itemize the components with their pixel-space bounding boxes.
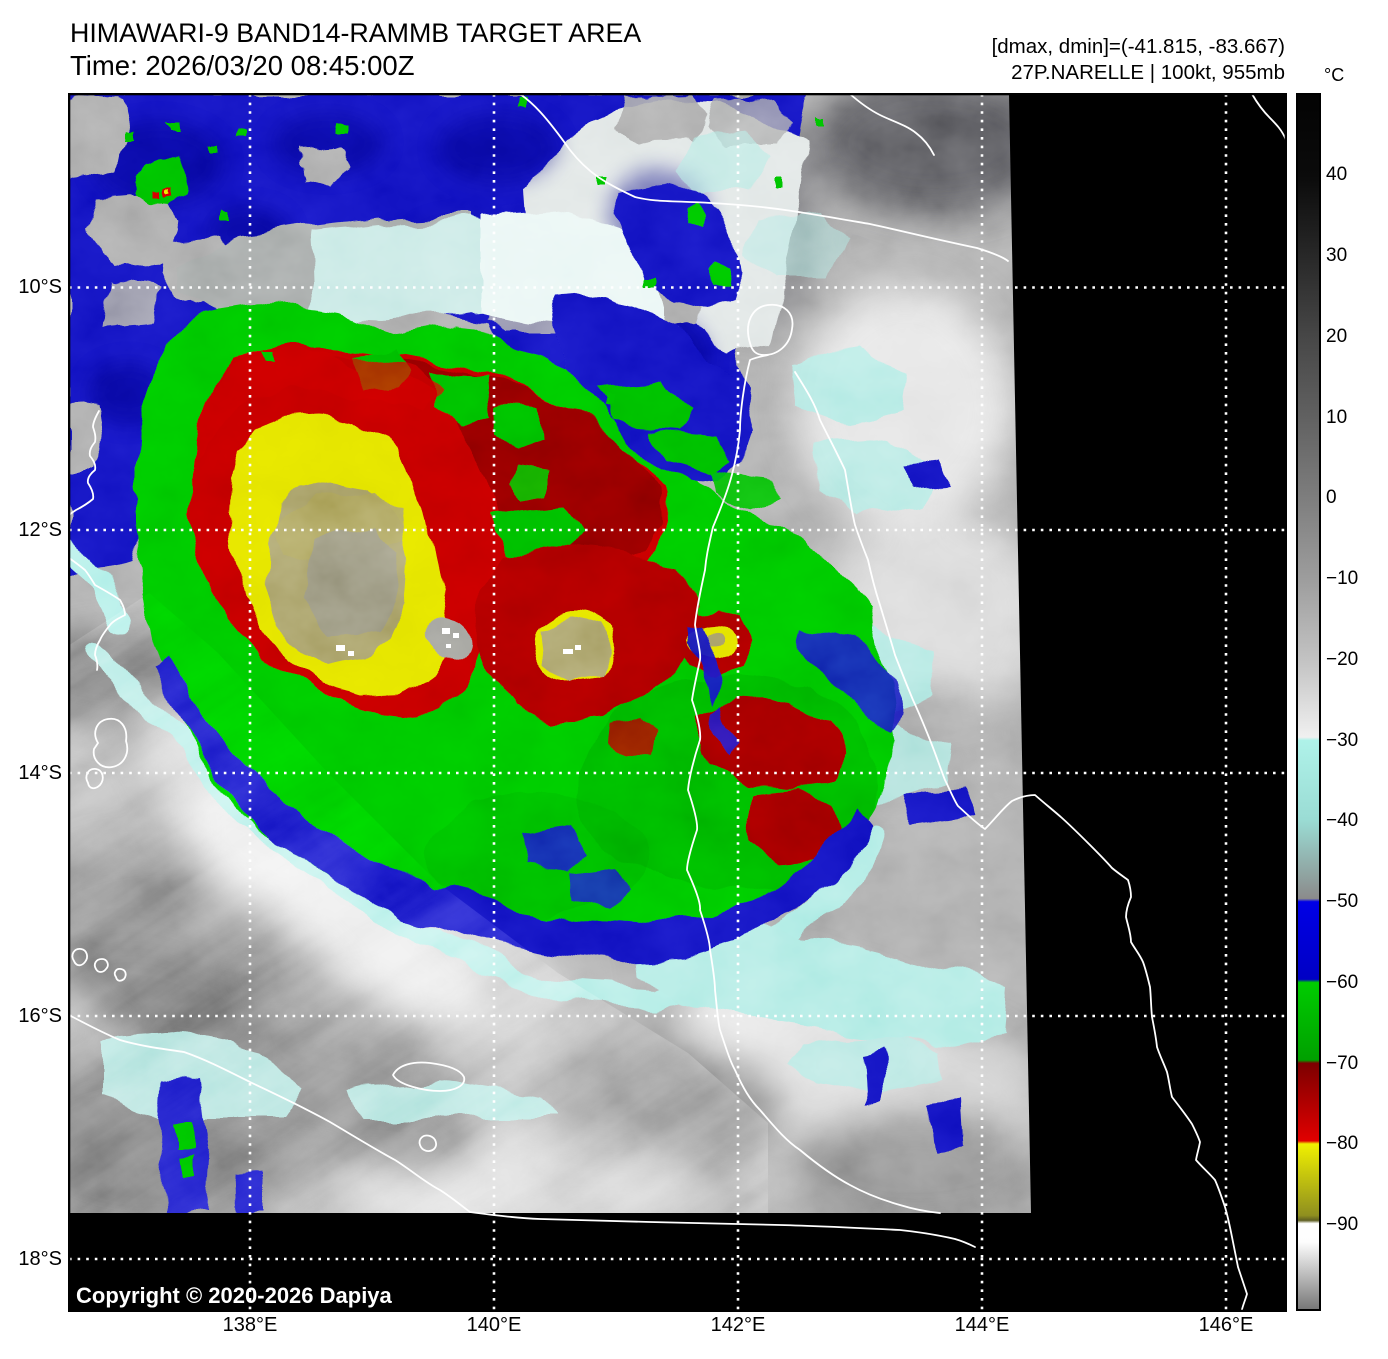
svg-text:Copyright © 2020-2026 Dapiya: Copyright © 2020-2026 Dapiya: [76, 1283, 393, 1308]
